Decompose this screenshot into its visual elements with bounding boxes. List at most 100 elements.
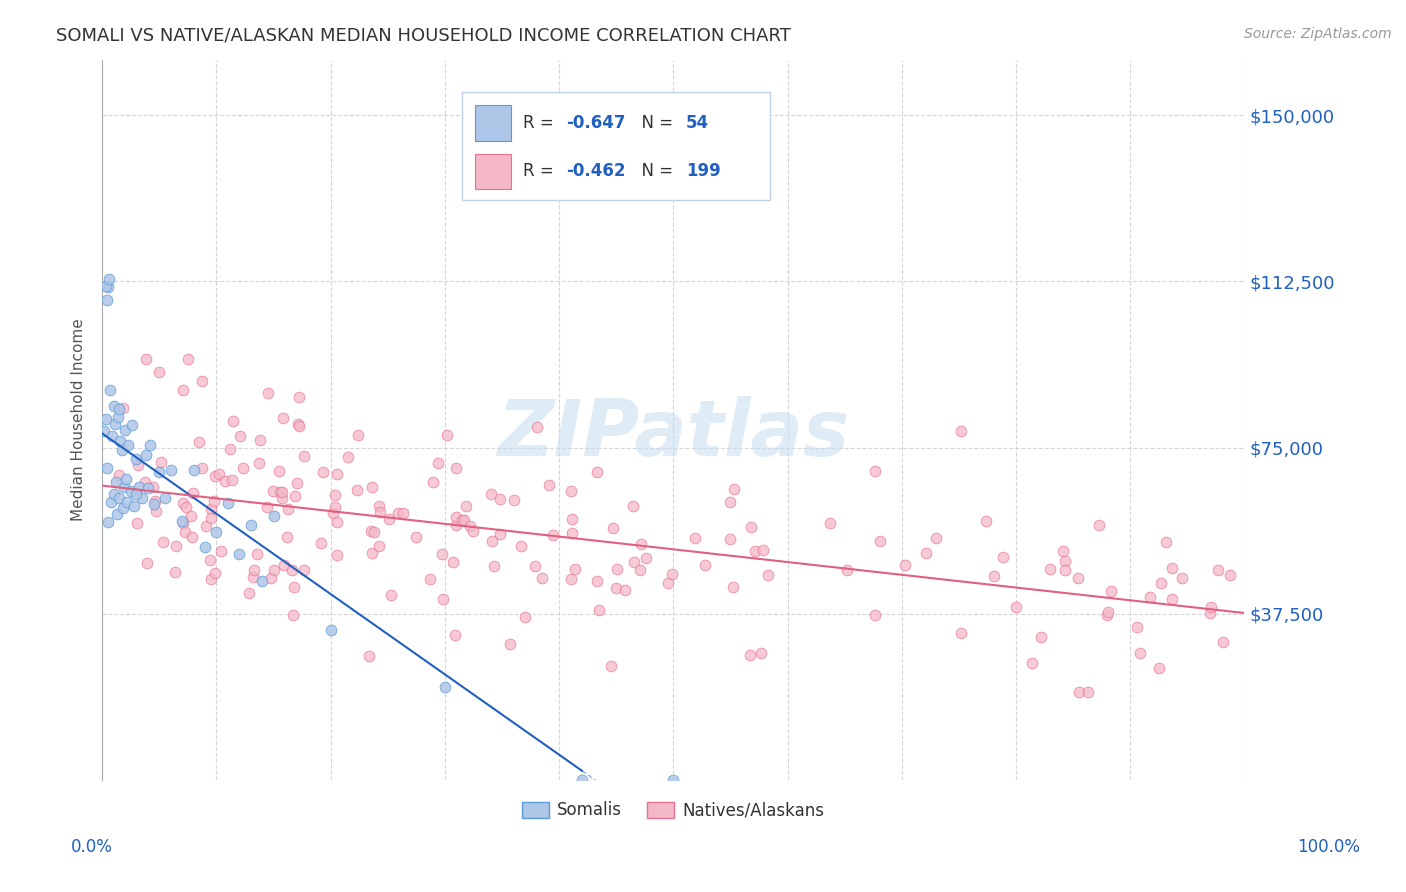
Point bbox=[288, 419, 311, 434]
Point bbox=[606, 562, 628, 576]
Point bbox=[484, 559, 506, 574]
Point bbox=[323, 500, 346, 515]
Point bbox=[621, 499, 644, 513]
Point bbox=[163, 565, 186, 579]
Point bbox=[292, 563, 315, 577]
Point bbox=[602, 520, 624, 534]
Text: 100.0%: 100.0% bbox=[1298, 838, 1360, 855]
Point bbox=[239, 518, 262, 533]
Point bbox=[526, 419, 548, 434]
Point bbox=[247, 456, 270, 470]
Point bbox=[721, 580, 744, 594]
Point bbox=[524, 558, 547, 573]
Point bbox=[368, 499, 391, 513]
Text: 199: 199 bbox=[686, 162, 721, 180]
Point bbox=[232, 461, 254, 475]
Point bbox=[983, 569, 1005, 583]
Point bbox=[1097, 607, 1119, 622]
Point bbox=[190, 374, 212, 388]
Point bbox=[136, 481, 159, 495]
Point bbox=[200, 510, 222, 524]
Point bbox=[368, 505, 391, 519]
Point bbox=[208, 467, 231, 482]
Point bbox=[628, 563, 651, 577]
Point bbox=[108, 491, 131, 505]
Point bbox=[145, 503, 167, 517]
Point bbox=[481, 533, 503, 548]
Point bbox=[1199, 600, 1222, 615]
Point bbox=[453, 514, 475, 528]
Point bbox=[219, 442, 242, 456]
Point bbox=[432, 591, 454, 606]
Point bbox=[585, 574, 607, 588]
Point bbox=[1099, 583, 1122, 598]
Point bbox=[263, 564, 285, 578]
Point bbox=[818, 516, 841, 530]
Point bbox=[111, 401, 134, 416]
Point bbox=[488, 491, 510, 506]
Point bbox=[636, 550, 658, 565]
Point bbox=[744, 544, 766, 558]
Point bbox=[111, 443, 134, 458]
Point bbox=[262, 483, 284, 498]
Point bbox=[503, 492, 526, 507]
Point bbox=[142, 480, 165, 494]
Point bbox=[1149, 661, 1171, 675]
Point bbox=[153, 491, 176, 505]
Point bbox=[243, 563, 266, 577]
Point bbox=[693, 558, 716, 573]
Point bbox=[723, 482, 745, 496]
Point bbox=[1154, 535, 1177, 549]
Point bbox=[263, 509, 285, 524]
Point bbox=[273, 558, 295, 573]
Point bbox=[368, 539, 391, 553]
Point bbox=[499, 637, 522, 651]
Text: R =: R = bbox=[523, 114, 558, 132]
Point bbox=[1097, 606, 1119, 620]
Point bbox=[205, 524, 228, 539]
Point bbox=[204, 566, 226, 580]
Point bbox=[599, 658, 621, 673]
Point bbox=[588, 603, 610, 617]
Point bbox=[271, 410, 294, 425]
Point bbox=[181, 486, 204, 500]
Point bbox=[174, 524, 197, 539]
Point bbox=[419, 572, 441, 586]
Point bbox=[657, 575, 679, 590]
Point bbox=[280, 563, 302, 577]
Point bbox=[115, 472, 138, 486]
Point bbox=[560, 483, 582, 498]
Point bbox=[360, 524, 382, 538]
Point bbox=[1149, 575, 1171, 590]
Point bbox=[200, 572, 222, 586]
Point bbox=[357, 649, 380, 664]
Point bbox=[214, 475, 236, 489]
Point bbox=[121, 418, 143, 433]
Point bbox=[122, 500, 145, 514]
Text: R =: R = bbox=[523, 162, 558, 180]
Point bbox=[1005, 599, 1028, 614]
Point bbox=[284, 489, 307, 503]
Point bbox=[489, 527, 512, 541]
Point bbox=[204, 469, 226, 483]
Point bbox=[561, 525, 583, 540]
Point bbox=[150, 455, 173, 469]
Point bbox=[571, 773, 593, 788]
Point bbox=[283, 580, 305, 594]
Text: Source: ZipAtlas.com: Source: ZipAtlas.com bbox=[1244, 27, 1392, 41]
Point bbox=[380, 588, 402, 602]
Point bbox=[1039, 562, 1062, 576]
Point bbox=[949, 626, 972, 640]
Point bbox=[217, 496, 239, 510]
Text: N =: N = bbox=[631, 114, 679, 132]
Point bbox=[238, 586, 260, 600]
Point bbox=[461, 524, 484, 538]
Point bbox=[125, 487, 148, 501]
Y-axis label: Median Household Income: Median Household Income bbox=[72, 318, 86, 521]
Point bbox=[1219, 568, 1241, 582]
Point bbox=[422, 475, 444, 489]
Point bbox=[361, 546, 384, 560]
Point bbox=[323, 487, 346, 501]
Point bbox=[444, 461, 467, 475]
Point bbox=[96, 461, 118, 475]
